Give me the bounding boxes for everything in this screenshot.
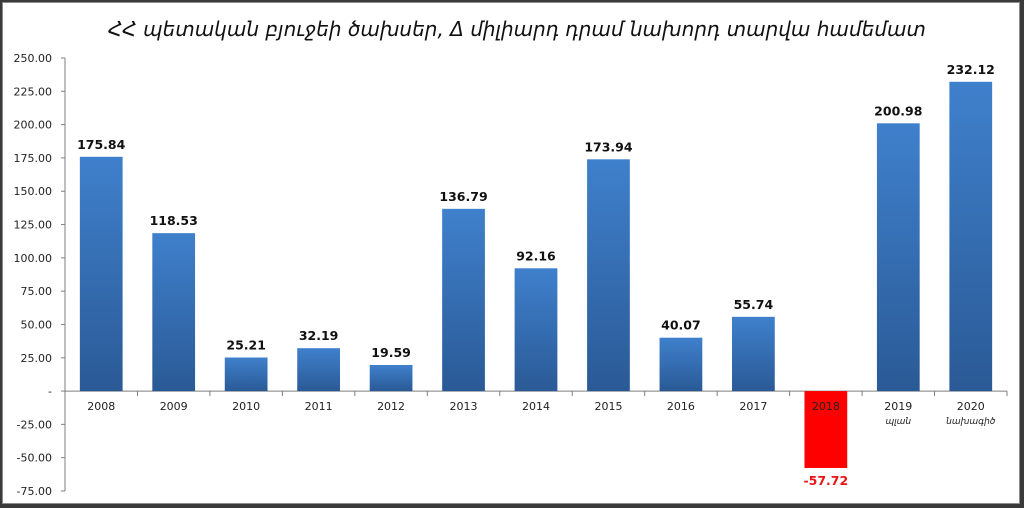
data-label: 25.21 (226, 337, 266, 352)
bar-2013 (442, 208, 485, 392)
x-tick-label: 2019 (884, 400, 912, 413)
x-tick-sublabel: պլան (885, 417, 911, 427)
x-tick-label: 2014 (522, 400, 550, 413)
plot-area: 250.00 225.00 200.00 175.00 150.00 125.00 100.… (14, 52, 1008, 498)
data-label: 118.53 (150, 213, 198, 228)
y-tick-label: 200.00 (14, 119, 53, 132)
data-label: 40.07 (661, 318, 701, 333)
bar-2015 (587, 159, 630, 392)
data-label: 92.16 (516, 248, 556, 263)
x-tick-label: 2018 (812, 400, 840, 413)
x-tick-label: 2017 (739, 400, 767, 413)
y-tick-label: -75.00 (17, 485, 52, 498)
x-tick-label: 2009 (160, 400, 188, 413)
y-tick-label: - (48, 385, 52, 398)
x-tick-sublabel: նախագիծ (946, 417, 996, 427)
x-tick-label: 2008 (87, 400, 115, 413)
y-tick-label: 175.00 (14, 152, 53, 165)
bar-2014 (514, 268, 558, 392)
y-tick-label: 100.00 (14, 252, 53, 265)
y-tick-label: 150.00 (14, 185, 53, 198)
x-tick-label: 2015 (594, 400, 622, 413)
bar-2019 (876, 123, 920, 392)
bar-2008 (79, 156, 123, 392)
x-tick-label: 2020 (957, 400, 985, 413)
x-tick-label: 2016 (667, 400, 695, 413)
bar-2018 (804, 391, 848, 468)
y-tick-label: 125.00 (14, 219, 53, 232)
bar-2011 (297, 348, 340, 392)
chart-title: ՀՀ պետական բյուջեի ծախսեր, Δ միլիարդ դրա… (108, 17, 926, 41)
bar-chart: ՀՀ պետական բյուջեի ծախսեր, Δ միլիարդ դրա… (14, 17, 1008, 498)
bar-2020 (949, 81, 993, 392)
x-tick-label: 2012 (377, 400, 405, 413)
y-tick-label: -50.00 (17, 452, 52, 465)
x-tick-label: 2011 (305, 400, 333, 413)
y-tick-label: 50.00 (21, 318, 53, 331)
bar-2016 (659, 337, 703, 392)
bar-2009 (152, 233, 196, 392)
data-label: 32.19 (299, 328, 339, 343)
bar-2012 (369, 364, 413, 392)
y-tick-label: 250.00 (14, 52, 53, 65)
data-label: 232.12 (947, 62, 995, 77)
bar-2017 (732, 316, 775, 392)
data-label: 175.84 (77, 137, 126, 152)
y-tick-label: 25.00 (21, 352, 53, 365)
x-tick-label: 2013 (450, 400, 478, 413)
bar-2010 (224, 357, 268, 392)
data-label: 136.79 (439, 189, 487, 204)
x-tick-label: 2010 (232, 400, 260, 413)
data-label: 19.59 (371, 345, 411, 360)
data-label: 173.94 (584, 139, 633, 154)
y-tick-label: 225.00 (14, 85, 53, 98)
data-label: 200.98 (874, 103, 922, 118)
y-tick-label: 75.00 (21, 285, 53, 298)
data-label: -57.72 (803, 473, 848, 488)
y-tick-label: -25.00 (17, 418, 52, 431)
data-label: 55.74 (734, 297, 774, 312)
